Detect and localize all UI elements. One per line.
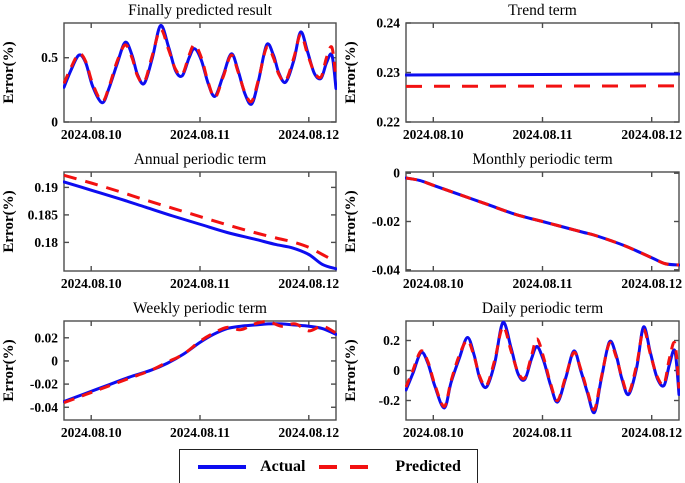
series-line-actual <box>405 320 680 415</box>
y-tick-label: 0.18 <box>34 235 58 250</box>
axes-frame <box>63 320 337 421</box>
legend-actual-label: Actual <box>260 458 306 475</box>
legend-predicted-label: Predicted <box>395 458 461 475</box>
y-tick-label: 0 <box>393 166 400 181</box>
y-tick-label: 0 <box>393 363 400 378</box>
series-line-predicted <box>63 27 337 104</box>
x-tick-label: 2024.08.12 <box>621 425 682 440</box>
series-line-actual <box>63 180 337 271</box>
y-tick-label: 0.22 <box>376 115 400 130</box>
series-line-actual <box>63 322 337 403</box>
subplot-trend-term: Trend term Error(%) 2024.08.10 2024.08.11 20… <box>342 0 685 149</box>
y-axis-label: Error(%) <box>1 339 17 401</box>
y-tick-label: -0.02 <box>372 214 400 229</box>
chart-svg-weekly-periodic-term: Weekly periodic term Error(%) 2024.08.10 20… <box>1 300 339 440</box>
y-axis-label: Error(%) <box>1 41 17 103</box>
x-tick-label: 2024.08.11 <box>170 276 230 291</box>
chart-title: Trend term <box>508 2 577 19</box>
chart-title: Weekly periodic term <box>133 300 267 317</box>
axes-frame <box>63 171 337 272</box>
y-axis-label: Error(%) <box>1 190 17 252</box>
y-tick-label: 0 <box>51 115 58 130</box>
x-tick-label: 2024.08.11 <box>512 127 572 142</box>
y-axis-label: Error(%) <box>343 41 359 103</box>
chart-svg-monthly-periodic-term: Monthly periodic term Error(%) 2024.08.10 2… <box>343 151 682 291</box>
chart-title: Finally predicted result <box>128 2 272 19</box>
y-tick-label: 0.2 <box>383 333 400 348</box>
series-line-actual <box>63 24 337 106</box>
legend: Actual Predicted <box>179 449 478 483</box>
series-line-predicted <box>405 176 680 267</box>
y-tick-label: -0.2 <box>379 393 401 408</box>
x-tick-label: 2024.08.12 <box>278 276 339 291</box>
chart-title: Monthly periodic term <box>472 151 612 168</box>
x-tick-label: 2024.08.12 <box>278 127 339 142</box>
subplot-annual-periodic-term: Annual periodic term Error(%) 2024.08.10 20… <box>0 149 342 298</box>
y-tick-label: 0.185 <box>28 207 59 222</box>
subplot-finally-predicted-result: Finally predicted result Error(%) 2024.08.… <box>0 0 342 149</box>
y-tick-label: 0.02 <box>34 330 58 345</box>
x-tick-label: 2024.08.11 <box>170 127 230 142</box>
y-tick-label: -0.04 <box>372 262 400 277</box>
x-tick-label: 2024.08.11 <box>512 425 572 440</box>
x-tick-label: 2024.08.10 <box>403 276 464 291</box>
y-tick-label: 0.19 <box>34 180 58 195</box>
y-tick-label: 0.23 <box>376 65 400 80</box>
axes-frame <box>405 22 680 123</box>
x-tick-label: 2024.08.10 <box>61 276 122 291</box>
legend-actual-line-sample <box>198 465 247 469</box>
chart-title: Annual periodic term <box>134 151 267 168</box>
y-tick-label: 0 <box>51 353 58 368</box>
x-tick-label: 2024.08.10 <box>403 127 464 142</box>
legend-predicted-line-sample <box>319 465 382 469</box>
y-tick-label: -0.02 <box>30 377 58 392</box>
chart-svg-annual-periodic-term: Annual periodic term Error(%) 2024.08.10 20… <box>1 151 339 291</box>
x-tick-label: 2024.08.10 <box>61 127 122 142</box>
subplot-grid: Finally predicted result Error(%) 2024.08.… <box>0 0 685 447</box>
y-axis-label: Error(%) <box>343 339 359 401</box>
x-tick-label: 2024.08.10 <box>61 425 122 440</box>
x-tick-label: 2024.08.12 <box>621 276 682 291</box>
chart-svg-finally-predicted-result: Finally predicted result Error(%) 2024.08.… <box>1 2 339 142</box>
chart-title: Daily periodic term <box>482 300 603 317</box>
chart-svg-trend-term: Trend term Error(%) 2024.08.10 2024.08.11 20… <box>343 2 682 142</box>
y-tick-label: -0.04 <box>30 400 58 415</box>
series-line-predicted <box>405 325 680 412</box>
x-tick-label: 2024.08.10 <box>403 425 464 440</box>
subplot-daily-periodic-term: Daily periodic term Error(%) 2024.08.10 202… <box>342 298 685 447</box>
y-tick-label: 0.24 <box>376 16 400 31</box>
y-tick-label: 0.5 <box>41 50 58 65</box>
series-line-predicted <box>63 173 337 263</box>
y-axis-label: Error(%) <box>343 190 359 252</box>
x-tick-label: 2024.08.11 <box>170 425 230 440</box>
x-tick-label: 2024.08.11 <box>512 276 572 291</box>
subplot-monthly-periodic-term: Monthly periodic term Error(%) 2024.08.10 2… <box>342 149 685 298</box>
x-tick-label: 2024.08.12 <box>278 425 339 440</box>
series-line-predicted <box>63 320 337 405</box>
chart-svg-daily-periodic-term: Daily periodic term Error(%) 2024.08.10 202… <box>343 300 682 440</box>
x-tick-label: 2024.08.12 <box>621 127 682 142</box>
subplot-weekly-periodic-term: Weekly periodic term Error(%) 2024.08.10 20… <box>0 298 342 447</box>
axes-frame <box>63 22 337 123</box>
series-line-actual <box>405 72 680 77</box>
